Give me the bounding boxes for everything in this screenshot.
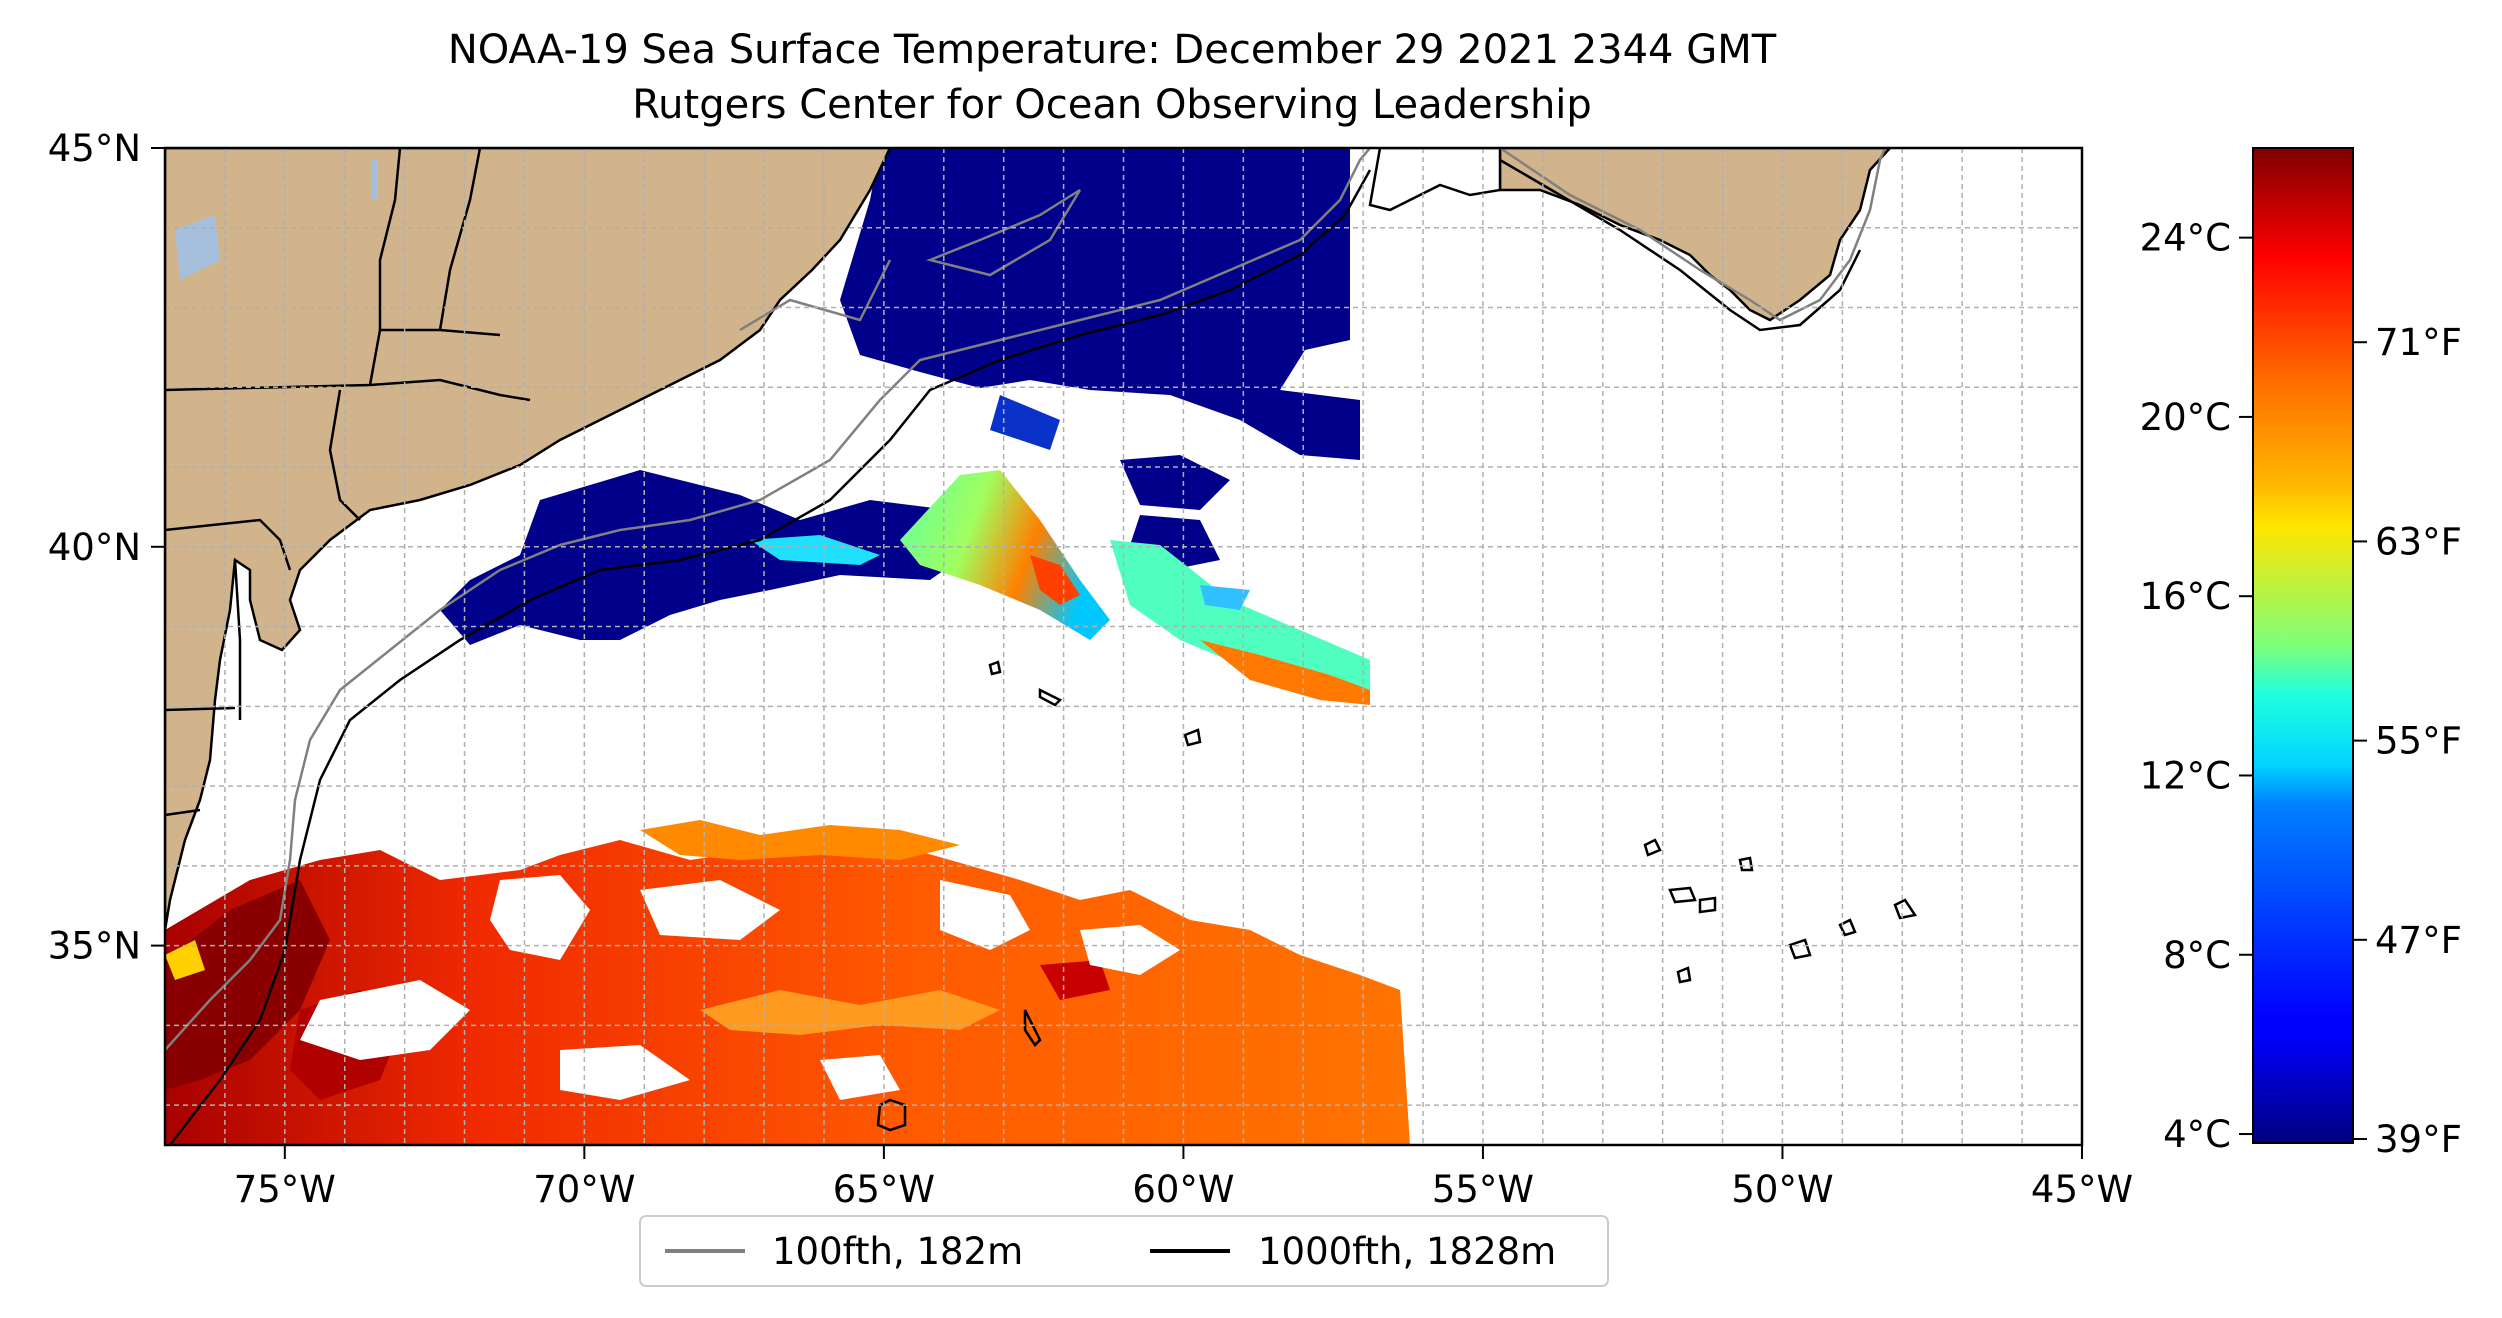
- legend-box: [639, 1215, 1609, 1287]
- chart-title-line1: NOAA-19 Sea Surface Temperature: Decembe…: [448, 27, 1777, 73]
- lon-tick-label: 50°W: [1731, 1168, 1833, 1211]
- lon-tick-label: 75°W: [234, 1168, 336, 1211]
- map-frame: [163, 146, 2084, 1147]
- land-mass: [165, 148, 1892, 931]
- colorbar-celsius-tick-label: 16°C: [2140, 575, 2231, 618]
- sst-front-region: [750, 470, 1370, 705]
- lat-tick-label: 40°N: [48, 526, 141, 569]
- lon-tick-label: 70°W: [533, 1168, 635, 1211]
- lat-tick-label: 35°N: [48, 925, 141, 968]
- lon-tick-label: 55°W: [1432, 1168, 1534, 1211]
- legend-label-1000fth: 1000fth, 1828m: [1258, 1230, 1556, 1273]
- colorbar-fahrenheit-tick-label: 63°F: [2375, 520, 2462, 563]
- colorbar-celsius-tick-label: 8°C: [2163, 934, 2231, 977]
- isobath-1000fth: [169, 158, 1918, 1145]
- isobath-100fth: [165, 148, 1887, 1051]
- colorbar-fahrenheit-tick-label: 71°F: [2375, 321, 2462, 364]
- lon-tick-label: 45°W: [2031, 1168, 2133, 1211]
- lon-tick-label: 65°W: [833, 1168, 935, 1211]
- sst-warm-region: [165, 820, 2082, 1145]
- lon-tick-label: 60°W: [1132, 1168, 1234, 1211]
- legend: 100fth, 182m 1000fth, 1828m: [639, 1215, 1609, 1287]
- colorbar-celsius-tick-label: 20°C: [2140, 396, 2231, 439]
- colorbar-celsius-tick-label: 12°C: [2140, 754, 2231, 797]
- colorbar-celsius-tick-label: 24°C: [2140, 217, 2231, 260]
- chart-title-line2: Rutgers Center for Ocean Observing Leade…: [632, 82, 1592, 128]
- colorbar: 24°C 20°C 16°C 12°C 8°C 4°C 71°F 63°F 55°F 47°F 3…: [2140, 147, 2462, 1161]
- colorbar-fahrenheit-tick-label: 47°F: [2375, 919, 2462, 962]
- longitude-tick-labels: 75°W 70°W 65°W 60°W 55°W 50°W 45°W: [234, 1145, 2133, 1211]
- colorbar-fahrenheit-tick-label: 39°F: [2375, 1118, 2462, 1161]
- colorbar-fahrenheit-ticks: 71°F 63°F 55°F 47°F 39°F: [2353, 321, 2462, 1161]
- colorbar-fahrenheit-tick-label: 55°F: [2375, 720, 2462, 763]
- colorbar-celsius-tick-label: 4°C: [2163, 1113, 2231, 1156]
- colorbar-gradient: [2252, 147, 2354, 1144]
- legend-label-100fth: 100fth, 182m: [772, 1230, 1023, 1273]
- colorbar-celsius-ticks: 24°C 20°C 16°C 12°C 8°C 4°C: [2140, 217, 2253, 1156]
- lat-tick-label: 45°N: [48, 127, 141, 170]
- latitude-tick-labels: 45°N 40°N 35°N: [48, 127, 165, 968]
